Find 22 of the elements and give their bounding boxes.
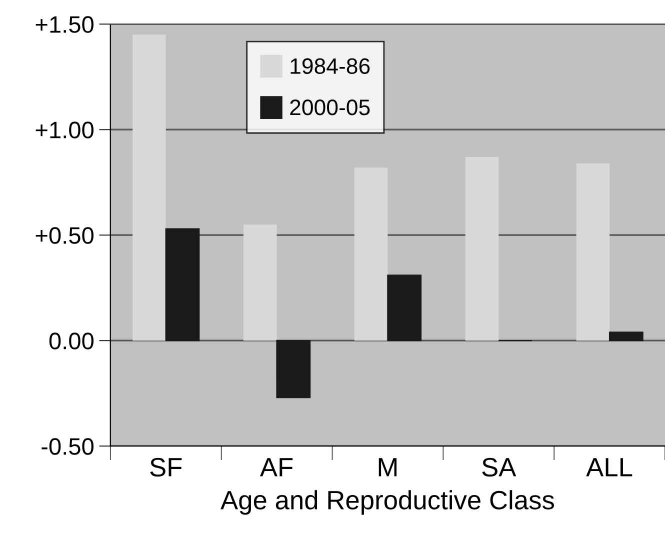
bar	[387, 274, 422, 342]
legend-label: 1984-86	[290, 58, 370, 74]
bar	[243, 224, 277, 341]
y-tick-label: +1.00	[36, 122, 94, 138]
x-tick-label: M	[378, 458, 397, 476]
bar	[576, 163, 610, 341]
y-tick-label: -0.50	[42, 438, 94, 455]
x-tick-label: ALL	[586, 458, 632, 476]
y-tick-label: 0.00	[49, 332, 94, 350]
y-tick-label: +1.50	[36, 16, 94, 33]
x-tick-label: SA	[482, 458, 516, 477]
x-tick-label: SF	[150, 458, 182, 477]
x-tick-label: AF	[260, 458, 293, 476]
bar	[465, 157, 499, 341]
bar	[132, 34, 166, 341]
legend-label: 2000-05	[290, 100, 370, 116]
x-axis-title: Age and Reproductive Class	[220, 490, 554, 515]
bar	[276, 340, 311, 398]
y-tick-label: +0.50	[36, 227, 94, 244]
bar	[354, 168, 388, 341]
bar	[165, 228, 200, 342]
bar	[608, 332, 644, 342]
